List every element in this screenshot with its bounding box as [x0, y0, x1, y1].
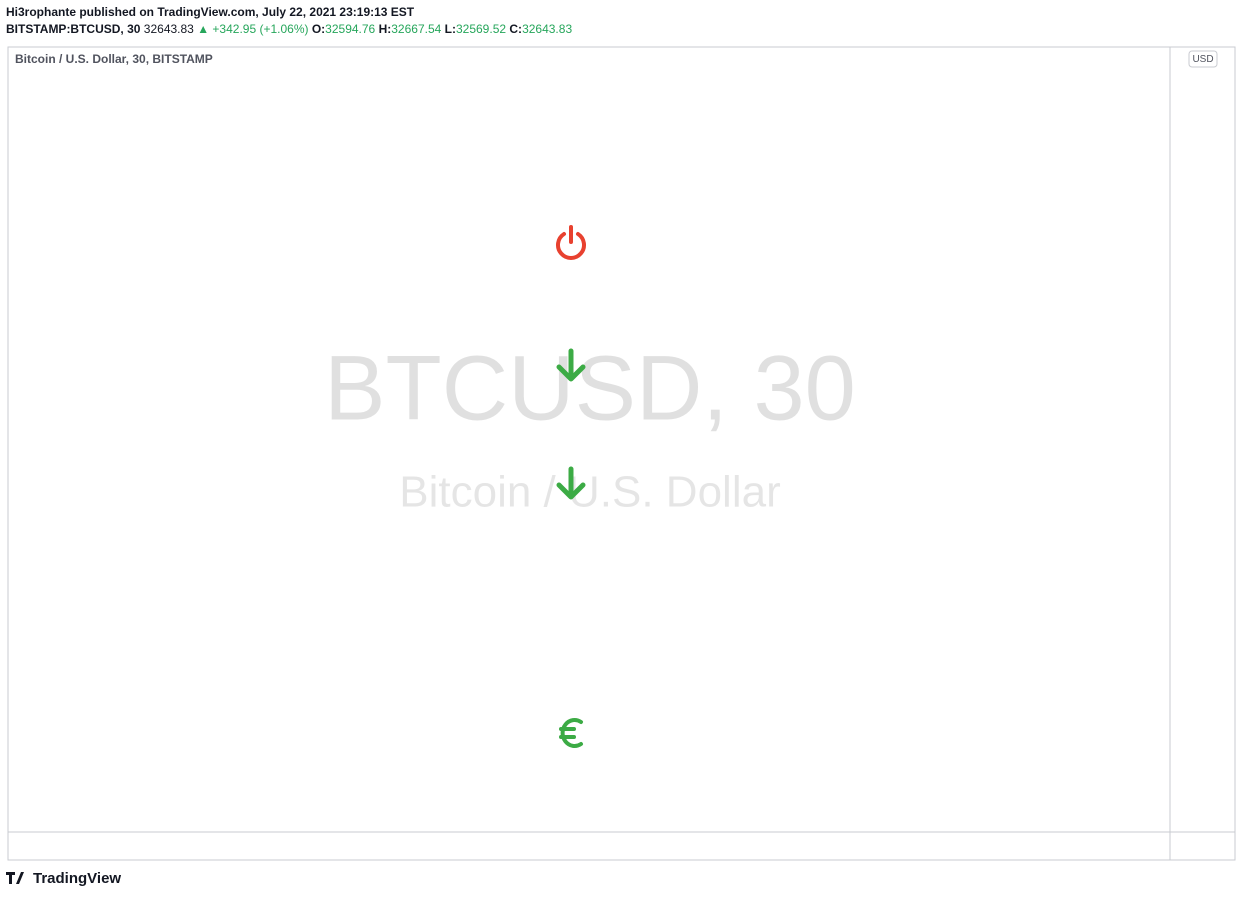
ohlc: O:32594.76 H:32667.54 L:32569.52 C:32643…	[312, 22, 572, 36]
watermark: BTCUSD, 30 Bitcoin / U.S. Dollar	[324, 337, 856, 516]
ohlc-key: H:	[378, 22, 392, 36]
ohlc-key: L:	[444, 22, 456, 36]
currency-box	[1188, 50, 1218, 68]
last-price: 32643.83	[143, 22, 194, 36]
ohlc-value: 32643.83	[522, 22, 573, 36]
ohlc-value: 32594.76	[325, 22, 376, 36]
ohlc-value: 32569.52	[455, 22, 507, 36]
ohlc-value: 32667.54	[391, 22, 442, 36]
watermark-subtitle: Bitcoin / U.S. Dollar	[399, 468, 780, 517]
icons	[556, 225, 586, 748]
arrow-down	[556, 466, 586, 500]
footer-logo: TradingView	[6, 870, 121, 887]
published-line: Hi3rophante published on TradingView.com…	[6, 5, 414, 19]
symbol-line: BITSTAMP:BTCUSD, 30 32643.83 ▲ +342.95 (…	[6, 22, 572, 36]
ohlc-key: O:	[311, 22, 326, 36]
logo-mark	[6, 872, 24, 884]
symbol: BITSTAMP:BTCUSD, 30	[6, 22, 141, 36]
change: ▲ +342.95 (+1.06%)	[197, 22, 309, 36]
arrow-down	[556, 348, 586, 382]
currency: USD	[1192, 54, 1213, 65]
series-legend: Bitcoin / U.S. Dollar, 30, BITSTAMP	[15, 52, 213, 66]
brand: TradingView	[33, 870, 121, 887]
published: Hi3rophante published on TradingView.com…	[6, 5, 415, 19]
frame	[7, 46, 1236, 861]
watermark-title: BTCUSD, 30	[324, 337, 856, 439]
euro-icon	[559, 718, 583, 748]
power-icon	[556, 225, 586, 260]
ohlc-key: C:	[509, 22, 523, 36]
